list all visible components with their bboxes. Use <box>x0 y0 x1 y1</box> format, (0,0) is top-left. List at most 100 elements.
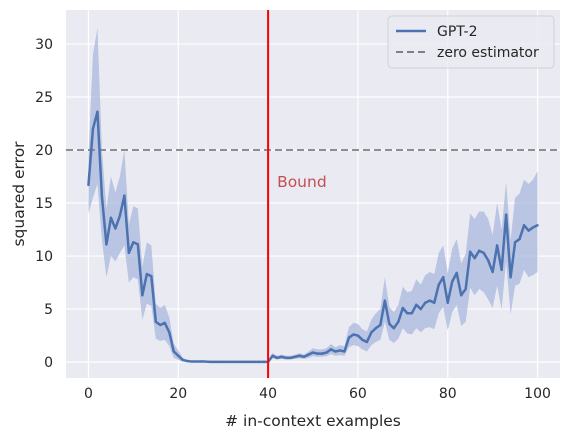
x-tick-label: 20 <box>169 386 187 402</box>
data-point <box>347 336 351 339</box>
data-point <box>522 224 526 227</box>
data-point <box>513 241 517 244</box>
y-tick-label: 0 <box>44 355 53 371</box>
data-point <box>370 331 373 334</box>
data-point <box>374 326 378 330</box>
data-point <box>316 352 319 355</box>
data-point <box>325 351 328 354</box>
data-point <box>415 303 418 307</box>
x-tick-label: 80 <box>439 386 457 402</box>
data-point <box>401 306 405 310</box>
data-point <box>199 360 202 363</box>
data-point <box>186 359 189 363</box>
data-point <box>397 320 400 323</box>
data-point <box>123 194 126 197</box>
data-point <box>468 250 472 253</box>
data-point <box>244 360 247 364</box>
data-point <box>91 127 95 130</box>
data-point <box>365 340 369 344</box>
data-point <box>275 356 279 360</box>
data-point <box>154 320 158 323</box>
data-point <box>419 307 422 311</box>
data-point <box>204 360 207 363</box>
y-tick-label: 15 <box>35 196 53 212</box>
data-point <box>181 358 184 362</box>
data-point <box>509 276 512 279</box>
data-point <box>473 256 476 260</box>
data-point <box>271 354 274 357</box>
data-point <box>531 226 535 229</box>
data-point <box>293 355 297 358</box>
data-point <box>208 360 211 364</box>
data-point <box>491 270 494 274</box>
data-point <box>172 350 175 353</box>
data-point <box>392 326 396 330</box>
data-point <box>235 360 238 364</box>
data-point <box>190 360 193 363</box>
data-point <box>132 241 135 244</box>
data-point <box>100 195 104 198</box>
data-point <box>486 259 490 262</box>
data-point <box>248 360 252 364</box>
data-point <box>195 360 198 363</box>
data-point <box>302 355 306 358</box>
legend-box <box>387 15 555 69</box>
gpt2-data-points <box>87 110 539 364</box>
legend: GPT-2 zero estimator <box>387 15 555 69</box>
data-point <box>329 348 333 351</box>
data-point <box>356 334 360 337</box>
plot-area <box>66 10 560 378</box>
y-tick-label: 5 <box>44 302 53 318</box>
data-point <box>280 355 283 358</box>
data-point <box>230 360 234 364</box>
data-point <box>361 338 364 342</box>
data-point <box>451 280 454 283</box>
data-point <box>298 354 301 357</box>
y-tick-label: 30 <box>35 37 53 53</box>
x-tick-label: 100 <box>524 386 551 402</box>
data-point <box>118 214 122 217</box>
data-point <box>495 244 499 247</box>
y-tick-label: 10 <box>35 249 53 265</box>
data-point <box>177 354 180 357</box>
data-point <box>424 301 427 304</box>
x-tick-label: 0 <box>84 386 93 402</box>
data-point <box>141 294 144 297</box>
data-point <box>159 323 162 327</box>
data-point <box>168 331 171 334</box>
x-tick-label: 60 <box>349 386 367 402</box>
data-point <box>289 356 292 360</box>
data-point <box>217 360 220 364</box>
data-point <box>379 323 382 327</box>
data-point <box>114 227 117 230</box>
data-point <box>460 294 463 297</box>
data-point <box>536 224 539 227</box>
confidence-band <box>88 28 538 363</box>
data-point <box>109 216 113 220</box>
data-point <box>437 283 440 286</box>
data-point <box>410 312 413 315</box>
data-point <box>284 356 288 360</box>
data-point <box>226 360 229 364</box>
data-point <box>127 251 131 255</box>
data-point <box>455 271 458 275</box>
data-point <box>253 360 256 364</box>
data-point <box>163 321 166 325</box>
data-point <box>343 350 346 353</box>
y-tick-label: 20 <box>35 143 53 159</box>
x-axis-label: # in-context examples <box>225 412 401 430</box>
bound-annotation: Bound <box>277 173 327 191</box>
data-point <box>406 312 409 315</box>
data-point <box>320 352 324 355</box>
data-point <box>213 360 216 364</box>
data-point <box>150 274 153 278</box>
x-tick-label: 40 <box>259 386 277 402</box>
data-point <box>311 351 315 354</box>
data-point <box>446 301 449 304</box>
data-point <box>527 229 530 232</box>
data-point <box>464 287 467 291</box>
y-axis-label: squared error <box>10 141 28 247</box>
data-point <box>239 360 243 364</box>
confidence-band-area <box>88 28 538 363</box>
data-point <box>482 251 485 255</box>
